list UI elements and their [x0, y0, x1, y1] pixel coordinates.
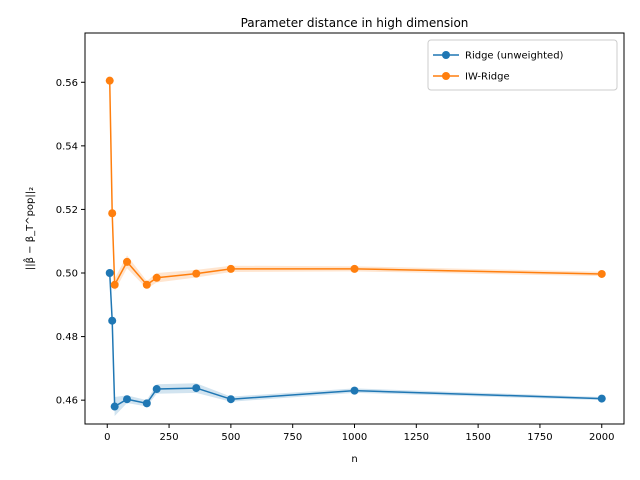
series-1-point-2: [110, 280, 119, 289]
y-tick-label-4: 0.54: [56, 141, 78, 152]
x-tick-label-5: 1250: [404, 432, 429, 443]
y-tick-label-0: 0.46: [56, 396, 78, 407]
y-axis-ticks: 0.46 0.48 0.50 0.52 0.54 0.56: [56, 78, 85, 407]
series-1-point-8: [350, 264, 359, 273]
y-tick-label-3: 0.52: [56, 205, 78, 216]
y-axis-label: ||β̂ − β_T^pop||₂: [22, 187, 36, 270]
series-0-point-8: [350, 386, 359, 395]
series-0-point-7: [226, 395, 235, 404]
series-1-line: [108, 80, 602, 286]
y-tick-label-2: 0.50: [56, 269, 78, 280]
x-tick-label-0: 0: [104, 432, 110, 443]
legend-frame: [427, 39, 618, 91]
series-0-point-9: [597, 394, 606, 403]
series-1-point-5: [152, 273, 161, 282]
x-axis-label: n: [351, 454, 357, 465]
series-0-point-3: [123, 395, 132, 404]
series-0-point-6: [192, 384, 201, 393]
legend-label-1: IW-Ridge: [465, 72, 510, 83]
y-tick-label-5: 0.56: [56, 78, 78, 89]
x-tick-label-4: 1000: [342, 432, 367, 443]
legend: Ridge (unweighted) IW-Ridge: [427, 39, 618, 91]
legend-marker-0: [442, 51, 450, 59]
series-1-point-0: [105, 76, 114, 85]
x-tick-label-1: 250: [160, 432, 179, 443]
series-lines: [108, 80, 602, 408]
series-points: [105, 76, 606, 411]
series-0-point-4: [142, 399, 151, 408]
y-tick-label-1: 0.48: [56, 332, 78, 343]
series-0-line: [108, 272, 602, 408]
legend-marker-1: [442, 72, 450, 80]
series-1-point-1: [108, 209, 117, 218]
chart-title: Parameter distance in high dimension: [241, 16, 469, 30]
series-1-point-9: [597, 269, 606, 278]
series-0-point-5: [152, 385, 161, 394]
series-0-point-2: [110, 402, 119, 411]
x-tick-label-7: 1750: [527, 432, 552, 443]
series-0-point-0: [105, 269, 114, 277]
legend-label-0: Ridge (unweighted): [465, 51, 564, 62]
x-axis-ticks: 0 250 500 750 1000 1250 1500 1750 2000: [104, 424, 614, 443]
x-tick-label-2: 500: [221, 432, 240, 443]
x-tick-label-6: 1500: [465, 432, 490, 443]
x-tick-label-8: 2000: [589, 432, 614, 443]
series-1-point-4: [142, 280, 151, 289]
series-1-point-6: [192, 269, 201, 278]
series-1-point-7: [226, 264, 235, 273]
x-tick-label-3: 750: [283, 432, 302, 443]
series-1-point-3: [123, 257, 132, 266]
series-0-point-1: [108, 316, 117, 325]
